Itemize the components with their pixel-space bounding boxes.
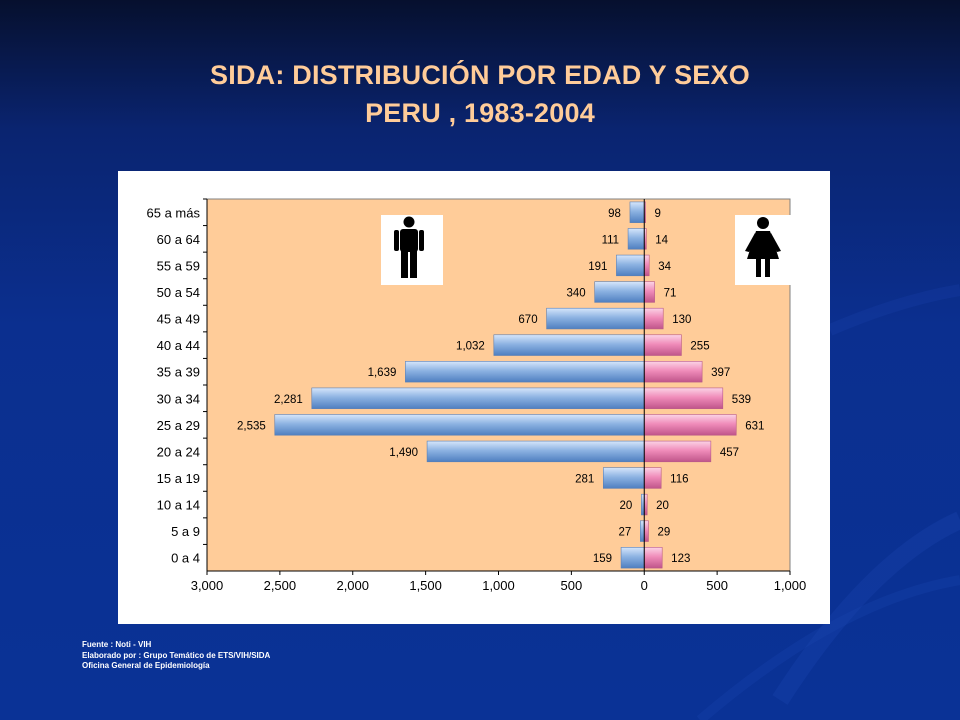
category-label: 40 a 44 <box>157 338 200 353</box>
data-label-female: 457 <box>720 447 739 459</box>
data-label-female: 29 <box>657 527 670 539</box>
bar-female-12 <box>643 520 649 542</box>
data-label-female: 631 <box>745 420 764 432</box>
data-label-male: 191 <box>588 261 607 273</box>
data-label-female: 255 <box>690 341 709 353</box>
x-tick-label: 500 <box>706 578 728 593</box>
category-label: 5 a 9 <box>171 524 200 539</box>
bar-male-1 <box>627 228 645 250</box>
data-label-male: 1,639 <box>368 367 397 379</box>
female-person-icon <box>735 215 791 285</box>
x-tick-label: 2,500 <box>264 578 297 593</box>
bar-male-9 <box>426 440 645 463</box>
x-tick-label: 500 <box>561 578 583 593</box>
bar-male-7 <box>311 387 645 409</box>
data-label-female: 20 <box>656 500 669 512</box>
bar-female-3 <box>643 281 655 303</box>
x-tick-label: 3,000 <box>191 578 224 593</box>
data-label-male: 2,535 <box>237 420 266 432</box>
population-pyramid-chart: 98 9 111 14 191 34 340 71 670 130 1,032 255 1,639 397… <box>147 198 807 593</box>
data-label-female: 397 <box>711 367 730 379</box>
bar-male-10 <box>602 467 645 489</box>
office-line: Oficina General de Epidemiología <box>82 661 210 670</box>
bar-male-8 <box>274 414 645 436</box>
plot-area <box>206 198 791 572</box>
bar-male-6 <box>405 361 645 383</box>
chart-subtitle: PERU , 1983-2004 <box>365 98 595 128</box>
male-person-icon <box>381 215 443 285</box>
category-label: 60 a 64 <box>157 232 200 247</box>
bar-female-8 <box>643 414 737 436</box>
data-label-male: 27 <box>619 527 632 539</box>
data-label-female: 116 <box>670 474 688 486</box>
x-tick-label: 1,000 <box>774 578 807 593</box>
data-label-male: 340 <box>567 288 586 300</box>
data-label-female: 34 <box>658 261 671 273</box>
data-label-male: 159 <box>593 553 612 565</box>
category-label: 65 a más <box>147 205 201 220</box>
data-label-male: 2,281 <box>274 394 303 406</box>
bar-female-6 <box>643 361 703 383</box>
data-label-female: 14 <box>655 234 668 246</box>
bar-female-4 <box>643 307 664 330</box>
bar-female-9 <box>643 440 712 463</box>
data-label-male: 111 <box>602 234 619 246</box>
bar-male-4 <box>546 307 645 330</box>
category-label: 20 a 24 <box>157 444 200 459</box>
category-label: 0 a 4 <box>171 551 200 566</box>
category-label: 30 a 34 <box>157 391 200 406</box>
bar-female-13 <box>643 547 663 569</box>
data-label-male: 98 <box>608 208 621 220</box>
bar-male-5 <box>493 334 645 356</box>
data-label-male: 1,032 <box>456 341 485 353</box>
x-tick-label: 1,000 <box>482 578 515 593</box>
bar-male-0 <box>629 201 645 223</box>
data-label-female: 9 <box>655 208 661 220</box>
data-label-male: 1,490 <box>389 447 418 459</box>
category-label: 35 a 39 <box>157 365 200 380</box>
category-label: 55 a 59 <box>157 258 200 273</box>
category-label: 10 a 14 <box>157 498 200 513</box>
x-tick-label: 0 <box>641 578 648 593</box>
x-tick-label: 2,000 <box>336 578 369 593</box>
category-label: 50 a 54 <box>157 285 200 300</box>
bar-male-12 <box>640 520 645 542</box>
source-note: Fuente : Noti - VIH Elaborado por : Grup… <box>82 640 270 672</box>
bar-female-2 <box>643 254 650 277</box>
data-label-female: 130 <box>672 314 691 326</box>
chart-title: SIDA: DISTRIBUCIÓN POR EDAD Y SEXO <box>210 60 750 90</box>
data-label-female: 71 <box>664 288 677 300</box>
bar-male-3 <box>594 281 645 303</box>
bar-male-13 <box>620 547 645 569</box>
prepared-by-line: Elaborado por : Grupo Temático de ETS/VI… <box>82 650 271 660</box>
chart-panel: 98 9 111 14 191 34 340 71 670 130 1,032 255 1,639 397… <box>118 171 830 624</box>
bar-female-7 <box>643 387 724 409</box>
x-tick-label: 1,500 <box>409 578 442 593</box>
data-label-female: 123 <box>671 553 690 565</box>
data-label-male: 670 <box>518 314 537 326</box>
data-label-male: 20 <box>620 500 633 512</box>
bar-female-5 <box>643 334 682 356</box>
data-label-female: 539 <box>732 394 751 406</box>
bar-female-10 <box>643 467 662 489</box>
category-label: 15 a 19 <box>157 471 200 486</box>
category-label: 25 a 29 <box>157 418 200 433</box>
data-label-male: 281 <box>575 474 594 486</box>
bar-male-2 <box>616 254 645 277</box>
category-label: 45 a 49 <box>157 312 200 327</box>
source-line: Fuente : Noti - VIH <box>82 640 152 649</box>
